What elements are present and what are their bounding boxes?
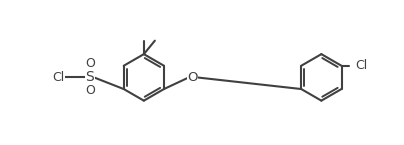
Text: S: S [86, 70, 95, 84]
Text: O: O [85, 84, 95, 97]
Text: Cl: Cl [355, 59, 367, 72]
Text: O: O [187, 71, 198, 84]
Text: Cl: Cl [52, 71, 64, 84]
Text: O: O [85, 57, 95, 70]
